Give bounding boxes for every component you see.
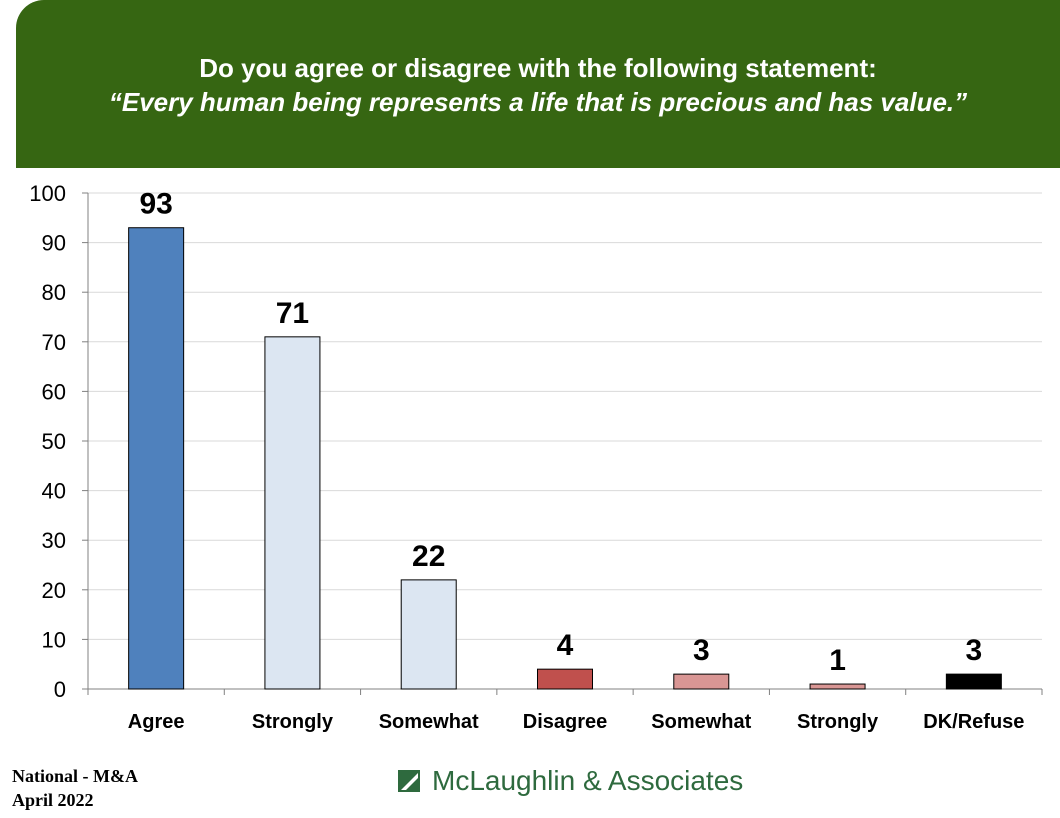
x-tick-label: DK/Refuse — [923, 711, 1024, 733]
bar — [400, 579, 457, 690]
bars — [128, 227, 1002, 690]
data-label: 3 — [966, 634, 983, 667]
source-line-1: National - M&A — [12, 766, 138, 786]
gridlines — [88, 192, 1042, 640]
y-tick-label: 60 — [42, 379, 66, 404]
bar — [945, 673, 1002, 690]
y-tick-label: 100 — [29, 181, 66, 206]
data-label: 93 — [139, 188, 172, 221]
y-tick-label: 0 — [54, 677, 66, 702]
chart-header: Do you agree or disagree with the follow… — [16, 0, 1060, 168]
logo-mark-icon — [398, 770, 420, 792]
x-tick-label: Strongly — [252, 711, 334, 733]
y-tick-label: 10 — [42, 627, 66, 652]
x-tick-labels: Agree Strongly Somewhat Disagree Somewhat Str… — [128, 711, 1025, 733]
data-label: 1 — [829, 644, 846, 677]
y-tick-label: 40 — [42, 479, 66, 504]
y-tick-labels: 0 10 20 30 40 50 60 70 80 90 100 — [29, 181, 66, 702]
y-tick-label: 70 — [42, 330, 66, 355]
data-label: 22 — [412, 540, 445, 573]
x-tick-label: Strongly — [797, 711, 879, 733]
source-note: National - M&A April 2022 — [12, 764, 138, 812]
chart-title: Do you agree or disagree with the follow… — [199, 53, 877, 83]
source-line-2: April 2022 — [12, 790, 94, 810]
bar — [673, 673, 730, 690]
x-tick-label: Agree — [128, 711, 185, 733]
y-tick-label: 30 — [42, 528, 66, 553]
x-tick-label: Somewhat — [379, 711, 479, 733]
data-label: 71 — [276, 297, 309, 330]
company-logo: McLaughlin & Associates — [398, 764, 743, 798]
axes — [82, 192, 1043, 695]
y-tick-label: 90 — [42, 231, 66, 256]
data-label: 4 — [557, 629, 574, 662]
bar-chart: 0 10 20 30 40 50 60 70 80 90 100 93 71 22 4 3 1 3 Agree S… — [29, 181, 1043, 733]
data-labels: 93 71 22 4 3 1 3 — [139, 188, 982, 677]
y-tick-label: 20 — [42, 578, 66, 603]
chart-subtitle-statement: “Every human being represents a life tha… — [108, 87, 968, 117]
data-label: 3 — [693, 634, 710, 667]
y-tick-label: 80 — [42, 280, 66, 305]
x-tick-label: Somewhat — [651, 711, 751, 733]
y-tick-label: 50 — [42, 429, 66, 454]
x-tick-label: Disagree — [523, 711, 608, 733]
logo-text: McLaughlin & Associates — [432, 765, 744, 796]
bar — [537, 668, 593, 690]
bar — [809, 683, 866, 690]
bar — [128, 227, 185, 690]
bar — [264, 336, 321, 690]
